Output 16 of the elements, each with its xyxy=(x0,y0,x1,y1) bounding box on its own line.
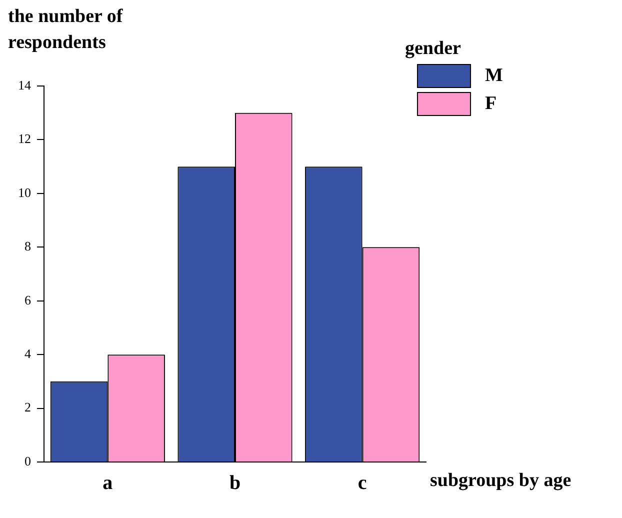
y-tick-label: 2 xyxy=(24,400,31,415)
x-tick-label: c xyxy=(358,472,367,494)
legend-label: F xyxy=(485,93,497,115)
y-tick-label: 10 xyxy=(18,184,31,200)
legend-title: gender xyxy=(405,38,462,60)
x-tick-label: b xyxy=(229,472,241,494)
legend-label: M xyxy=(485,65,503,87)
y-tick-label: 8 xyxy=(24,238,31,254)
y-tick-label: 6 xyxy=(24,292,32,308)
y-tick-label: 4 xyxy=(24,346,32,361)
y-tick-label: 14 xyxy=(18,77,32,92)
x-axis-title: subgroups by age xyxy=(430,470,572,492)
y-tick-label: 0 xyxy=(24,453,31,468)
y-tick-label: 12 xyxy=(18,131,31,146)
x-tick-label: a xyxy=(102,472,113,494)
y-axis-title: the number of respondents xyxy=(8,5,124,55)
